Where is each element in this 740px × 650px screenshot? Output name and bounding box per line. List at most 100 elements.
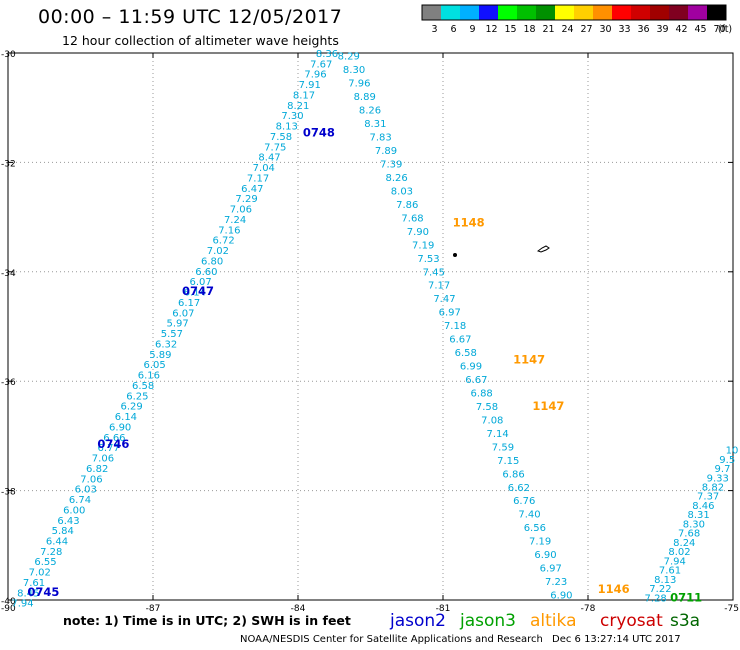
wave-height-value: 6.74 — [69, 495, 91, 506]
wave-height-value: 7.39 — [380, 159, 402, 170]
latitude-label: -30 — [1, 50, 16, 60]
legend-swatch — [593, 5, 612, 20]
pass-time-label: 0747 — [182, 284, 214, 298]
longitude-label: -75 — [724, 604, 739, 614]
wave-height-value: 7.90 — [407, 227, 429, 238]
wave-height-value: 6.32 — [155, 339, 177, 350]
legend-swatch — [441, 5, 460, 20]
wave-height-value: 7.17 — [428, 281, 450, 292]
wave-height-value: 8.31 — [687, 510, 709, 521]
footer-legend: note: 1) Time is in UTC; 2) SWH is in fe… — [63, 611, 700, 631]
wave-height-value: 6.90 — [534, 550, 556, 561]
wave-height-value: 6.88 — [471, 388, 493, 399]
wave-height-value: 8.26 — [385, 173, 407, 184]
pass-time-label: 1147 — [532, 399, 564, 413]
longitude-label: -78 — [581, 604, 596, 614]
legend-label: 45 — [694, 24, 706, 35]
wave-height-value: 9.33 — [707, 473, 729, 484]
wave-height-value: 7.40 — [518, 510, 540, 521]
longitude-label: -84 — [291, 604, 306, 614]
pass-time-label: 0746 — [97, 437, 129, 451]
legend-swatch — [460, 5, 479, 20]
wave-height-value: 7.58 — [270, 132, 292, 143]
pass-time-label: 0748 — [303, 125, 335, 139]
wave-height-value: 7.68 — [401, 213, 423, 224]
wave-height-value: 7.89 — [375, 146, 397, 157]
latitude-label: -32 — [1, 159, 16, 169]
wave-height-value: 8.02 — [668, 547, 690, 558]
legend-label: 70 — [713, 24, 725, 35]
wave-height-value: 7.91 — [299, 80, 321, 91]
wave-height-value: 7.59 — [492, 442, 514, 453]
wave-height-value: 7.45 — [423, 267, 445, 278]
latitude-label: -36 — [1, 378, 16, 388]
wave-height-value: 5.97 — [166, 319, 188, 330]
wave-height-value: 6.77 — [98, 443, 120, 454]
wave-height-value: 7.30 — [281, 111, 303, 122]
track-jason3: 109.59.79.338.827.378.468.318.307.688.24… — [645, 446, 739, 605]
wave-height-value: 6.58 — [455, 348, 477, 359]
wave-height-value: 6.07 — [172, 308, 194, 319]
wave-height-value: 8.82 — [702, 482, 724, 493]
longitude-labels: -90 -87 -84 -81 -78 -75 — [1, 604, 739, 614]
legend-swatch — [536, 5, 555, 20]
legend-swatch — [612, 5, 631, 20]
wave-height-value: 8.30 — [343, 65, 365, 76]
wave-height-value: 6.29 — [121, 402, 143, 413]
wave-height-value: 7.06 — [80, 474, 102, 485]
pass-time-label: 0711 — [670, 590, 702, 604]
wave-height-value: 6.82 — [86, 464, 108, 475]
page-title: 00:00 – 11:59 UTC 12/05/2017 — [38, 6, 343, 28]
wave-height-value: 6.99 — [460, 362, 482, 373]
wave-height-value: 7.96 — [348, 79, 370, 90]
wave-height-value: 6.25 — [126, 391, 148, 402]
wave-height-value: 6.56 — [524, 523, 546, 534]
wave-height-value: 5.89 — [149, 350, 171, 361]
page-subtitle: 12 hour collection of altimeter wave hei… — [62, 33, 339, 48]
wave-height-value: 10 — [726, 446, 739, 457]
legend-label: 6 — [450, 24, 456, 35]
wave-height-value: 7.24 — [224, 215, 246, 226]
wave-height-value: 7.61 — [23, 578, 45, 589]
wave-height-value: 8.17 — [293, 90, 315, 101]
legend-label: 39 — [656, 24, 668, 35]
latitude-label: -38 — [1, 488, 16, 498]
wave-height-value: 6.67 — [449, 335, 471, 346]
wave-height-value: 7.96 — [304, 70, 326, 81]
pass-time-label: 1148 — [453, 216, 485, 230]
legend-label: 9 — [469, 24, 475, 35]
wave-height-value: 6.44 — [46, 537, 68, 548]
legend-swatch — [422, 5, 441, 20]
wave-height-value: 8.13 — [276, 122, 298, 133]
legend-label: 33 — [618, 24, 630, 35]
legend-swatch — [669, 5, 688, 20]
mission-name-altika: altika — [530, 611, 577, 631]
wave-height-value: 6.47 — [241, 184, 263, 195]
wave-height-value: 6.07 — [189, 277, 211, 288]
wave-height-value: 7.18 — [444, 321, 466, 332]
wave-height-value: 8.26 — [359, 106, 381, 117]
wave-height-value: 7.17 — [247, 173, 269, 184]
latitude-labels: -30 -32 -34 -36 -38 -40 — [1, 50, 16, 607]
wave-height-value: 6.66 — [103, 433, 125, 444]
mission-name-jason2: jason2 — [389, 611, 446, 631]
mission-name-jason3: jason3 — [459, 611, 516, 631]
legend-label: 21 — [542, 24, 554, 35]
legend-label: 24 — [561, 24, 573, 35]
longitude-label: -81 — [436, 604, 451, 614]
wave-height-value: 7.08 — [481, 415, 503, 426]
wave-height-value: 7.86 — [396, 200, 418, 211]
land-features — [453, 245, 550, 257]
wave-height-value: 6.97 — [540, 564, 562, 575]
wave-height-value: 6.17 — [178, 298, 200, 309]
wave-height-value: 7.28 — [645, 593, 667, 604]
legend-unit: (ft) — [718, 24, 732, 35]
wave-height-value: 7.02 — [207, 246, 229, 257]
wave-height-value: 6.90 — [109, 422, 131, 433]
wave-height-value: 6.67 — [465, 375, 487, 386]
wave-height-value: 6.03 — [75, 485, 97, 496]
wave-height-value: 6.00 — [63, 505, 85, 516]
legend-swatch — [688, 5, 707, 20]
wave-height-value: 7.47 — [433, 294, 455, 305]
wave-height-legend: 3 6 9 12 15 18 21 24 27 30 33 36 39 42 45 70(ft) — [421, 4, 732, 35]
